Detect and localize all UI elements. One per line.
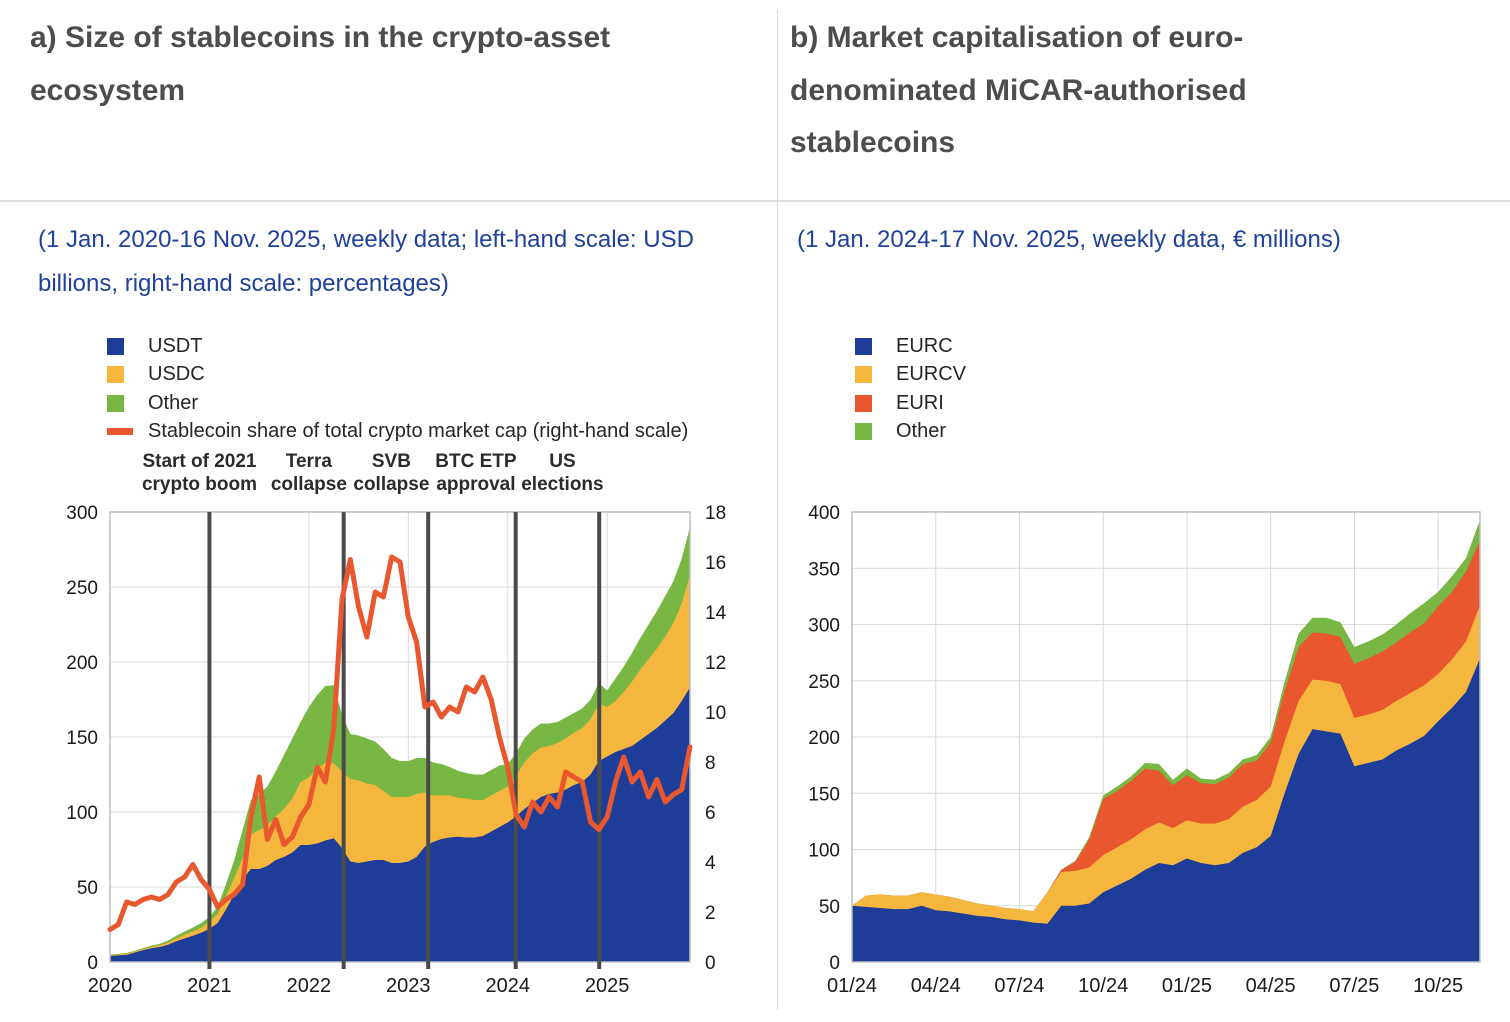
eurc-area: [852, 658, 1480, 962]
y-left-tick-label: 200: [808, 728, 840, 749]
y-right-tick-label: 0: [705, 953, 716, 974]
x-tick-label: 07/24: [994, 975, 1044, 997]
y-left-tick-label: 0: [87, 953, 98, 974]
panel-a-legend: USDT USDC Other Stablecoin share of total c…: [107, 332, 688, 446]
area-swatch-icon: [855, 394, 896, 412]
y-left-tick-label: 250: [808, 672, 840, 693]
legend-label: EURCV: [896, 363, 967, 386]
y-right-tick-label: 10: [705, 703, 726, 724]
event-annotation-us-elections: US elections: [521, 451, 603, 495]
event-annotation-start-of-2021-crypto-boom: Start of 2021 crypto boom: [142, 451, 257, 495]
y-left-tick-label: 150: [66, 728, 98, 749]
y-left-tick-label: 0: [829, 953, 840, 974]
y-right-tick-label: 12: [705, 653, 726, 674]
y-left-tick-label: 200: [66, 653, 98, 674]
legend-label: EURI: [896, 391, 944, 414]
header-divider: [0, 200, 1510, 202]
usdt-area: [110, 687, 690, 962]
y-right-tick-label: 8: [705, 753, 716, 774]
stablecoin-share-line: [107, 554, 693, 932]
legend-item-usdc: USDC: [107, 361, 688, 390]
y-right-tick-label: 6: [705, 803, 716, 824]
y-right-tick-label: 14: [705, 603, 727, 624]
area-swatch-icon: [107, 337, 148, 355]
x-tick-label: 2020: [88, 975, 133, 997]
y-left-tick-label: 400: [808, 503, 840, 524]
area-swatch-icon: [855, 337, 896, 355]
area-swatch-icon: [107, 394, 148, 412]
panel-b-legend: EURC EURCV EURI Other: [855, 332, 966, 446]
y-left-tick-label: 50: [77, 878, 98, 899]
legend-label: USDC: [148, 363, 205, 386]
micar-stablecoin-chart: 0 50 100 150 200 250 300 350 400 01/24 04/24 07/24 1…: [808, 503, 1481, 997]
panel-b-subtitle: (1 Jan. 2024-17 Nov. 2025, weekly data, …: [797, 226, 1341, 253]
panel-a-subtitle: (1 Jan. 2020-16 Nov. 2025, weekly data; …: [38, 226, 694, 298]
legend-item-stablecoin-share-of-total-crypto-market-cap-right-hand-scale: Stablecoin share of total crypto market …: [107, 418, 688, 447]
area-swatch-icon: [855, 366, 896, 384]
x-tick-label: 01/24: [827, 975, 877, 997]
y-left-tick-label: 300: [808, 616, 840, 637]
plot-border: [109, 511, 691, 963]
legend-item-other: Other: [855, 418, 966, 447]
event-annotation-svb-collapse: SVB collapse: [353, 451, 429, 495]
legend-label: USDT: [148, 334, 203, 357]
x-tick-label: 10/24: [1078, 975, 1128, 997]
plot-border: [851, 511, 1481, 963]
legend-item-usdt: USDT: [107, 332, 688, 361]
panel-b-title: b) Market capitalisation of euro-denomin…: [790, 21, 1247, 159]
area-swatch-icon: [855, 423, 896, 441]
y-left-tick-label: 350: [808, 559, 840, 580]
line-swatch-icon: [107, 428, 148, 436]
x-tick-label: 2024: [485, 975, 530, 997]
legend-label: Other: [148, 391, 199, 414]
y-left-tick-label: 150: [808, 784, 840, 805]
legend-item-other: Other: [107, 389, 688, 418]
x-tick-label: 04/25: [1246, 975, 1296, 997]
event-annotation-btc-etp-approval: BTC ETP approval: [435, 451, 517, 495]
panel-divider: [777, 10, 778, 1010]
x-tick-label: 01/25: [1162, 975, 1212, 997]
x-tick-label: 2022: [287, 975, 332, 997]
y-left-tick-label: 250: [66, 578, 98, 599]
y-right-tick-label: 4: [705, 853, 716, 874]
legend-label: Stablecoin share of total crypto market …: [148, 420, 689, 443]
legend-label: EURC: [896, 334, 953, 357]
legend-item-eurcv: EURCV: [855, 361, 966, 390]
y-right-tick-label: 18: [705, 503, 726, 524]
stablecoin-size-chart: Start of 2021 crypto boom Terra collapseSVB…: [66, 451, 727, 997]
y-left-tick-label: 300: [66, 503, 98, 524]
x-tick-label: 2025: [585, 975, 630, 997]
area-swatch-icon: [107, 366, 148, 384]
x-tick-label: 2023: [386, 975, 431, 997]
y-left-tick-label: 50: [819, 897, 840, 918]
panel-a-title: a) Size of stablecoins in the crypto-ass…: [30, 21, 611, 107]
y-left-tick-label: 100: [808, 841, 840, 862]
x-tick-label: 07/25: [1329, 975, 1379, 997]
y-right-tick-label: 2: [705, 903, 716, 924]
x-tick-label: 2021: [187, 975, 232, 997]
legend-item-eurc: EURC: [855, 332, 966, 361]
x-tick-label: 04/24: [911, 975, 961, 997]
y-left-tick-label: 100: [66, 803, 98, 824]
y-right-tick-label: 16: [705, 553, 726, 574]
x-tick-label: 10/25: [1413, 975, 1463, 997]
event-annotation-terra-collapse: Terra collapse: [271, 451, 347, 495]
legend-label: Other: [896, 420, 947, 443]
legend-item-euri: EURI: [855, 389, 966, 418]
